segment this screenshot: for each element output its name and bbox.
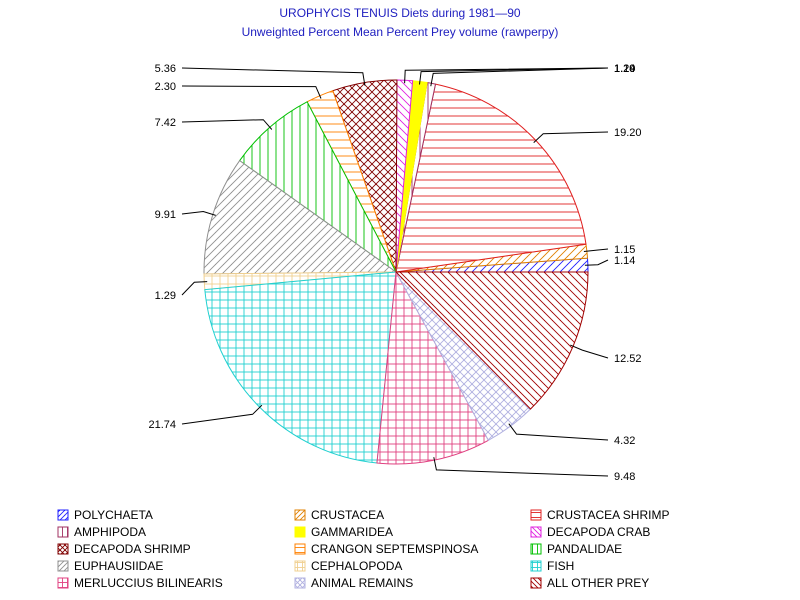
legend-swatch-pandalidae [530,543,542,555]
leader-line-amphipoda [430,67,609,87]
label-leaders [181,67,609,477]
legend-swatch-decapoda-crab [530,526,542,538]
legend-swatch-decapoda-shrimp [57,543,69,555]
data-label-amphipoda: 1.14 [614,63,635,75]
legend-swatch-crustacea [294,509,306,521]
data-label-gammaridea: 1.20 [614,63,635,75]
legend-label-fish: FISH [547,559,574,573]
legend-label-all-other-prey: ALL OTHER PREY [547,576,649,590]
leader-line-gammaridea [419,67,609,85]
leader-line-pandalidae [181,119,273,130]
legend-swatch-animal-remains [294,577,306,589]
data-label-fish: 21.74 [148,419,176,431]
data-label-euphausiidae: 9.91 [155,209,176,221]
legend-swatch-crangon-septemspinosa [294,543,306,555]
chart-subtitle: Unweighted Percent Mean Percent Prey vol… [242,25,559,39]
legend-label-decapoda-shrimp: DECAPODA SHRIMP [74,542,191,556]
legend-label-animal-remains: ANIMAL REMAINS [311,576,413,590]
legend-label-amphipoda: AMPHIPODA [74,525,146,539]
legend-swatch-amphipoda [57,526,69,538]
data-label-crustacea: 1.15 [614,244,635,256]
legend-label-decapoda-crab: DECAPODA CRAB [547,525,650,539]
legend-swatch-crustacea-shrimp [530,509,542,521]
leader-line-decapoda-crab [404,67,609,84]
leader-line-animal-remains [508,423,609,441]
leader-line-euphausiidae [181,210,216,216]
data-label-merluccius-bilinearis: 9.48 [614,471,635,483]
data-label-cephalopoda: 1.29 [155,290,176,302]
legend-label-euphausiidae: EUPHAUSIIDAE [74,559,163,573]
legend-swatch-merluccius-bilinearis [57,577,69,589]
leader-line-fish [181,404,263,425]
data-labels: 19.201.151.1412.524.329.4821.741.299.917… [148,63,641,483]
legend-label-cephalopoda: CEPHALOPODA [311,559,402,573]
data-label-all-other-prey: 12.52 [614,353,642,365]
data-label-decapoda-shrimp: 5.36 [155,63,176,75]
leader-line-crustacea-shrimp [533,131,609,143]
legend-label-gammaridea: GAMMARIDEA [311,525,393,539]
legend-swatch-fish [530,560,542,572]
legend-label-pandalidae: PANDALIDAE [547,542,622,556]
leader-line-cephalopoda [181,281,208,296]
data-label-pandalidae: 7.42 [155,117,176,129]
legend-swatch-all-other-prey [530,577,542,589]
legend-label-merluccius-bilinearis: MERLUCCIUS BILINEARIS [74,576,223,590]
data-label-crangon-septemspinosa: 2.30 [155,81,176,93]
legend-label-polychaeta: POLYCHAETA [74,508,153,522]
chart-title: UROPHYCIS TENUIS Diets during 1981—90 [279,6,521,20]
leader-line-all-other-prey [570,344,609,359]
legend-swatch-gammaridea [294,526,306,538]
data-label-animal-remains: 4.32 [614,435,635,447]
data-label-crustacea-shrimp: 19.20 [614,127,642,139]
pie-slices [203,79,589,465]
legend-swatch-polychaeta [57,509,69,521]
legend-label-crangon-septemspinosa: CRANGON SEPTEMSPINOSA [311,542,478,556]
leader-line-decapoda-shrimp [181,67,366,86]
legend-label-crustacea-shrimp: CRUSTACEA SHRIMP [547,508,669,522]
leader-line-crangon-septemspinosa [181,85,322,99]
legend-swatch-euphausiidae [57,560,69,572]
legend-swatch-cephalopoda [294,560,306,572]
data-label-polychaeta: 1.14 [614,255,635,267]
legend-label-crustacea: CRUSTACEA [311,508,384,522]
data-label-decapoda-crab: 1.29 [614,63,635,75]
legend: POLYCHAETA CRUSTACEA CRUSTACEA SHRIMP AMPHI… [57,508,669,590]
leader-line-merluccius-bilinearis [433,457,609,477]
leader-line-polychaeta [584,259,609,266]
leader-line-crustacea [583,248,609,252]
pie-slice-fish [204,271,397,464]
